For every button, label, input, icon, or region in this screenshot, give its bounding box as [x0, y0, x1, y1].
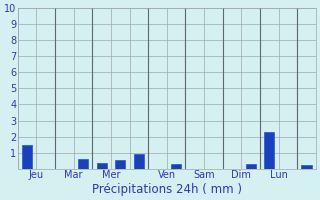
Bar [97, 163, 107, 169]
Bar [134, 154, 144, 169]
Bar [115, 160, 125, 169]
X-axis label: Précipitations 24h ( mm ): Précipitations 24h ( mm ) [92, 183, 242, 196]
Bar [22, 145, 32, 169]
Bar [78, 159, 88, 169]
Bar [245, 164, 256, 169]
Bar [301, 165, 312, 169]
Bar [264, 132, 274, 169]
Bar [171, 164, 181, 169]
